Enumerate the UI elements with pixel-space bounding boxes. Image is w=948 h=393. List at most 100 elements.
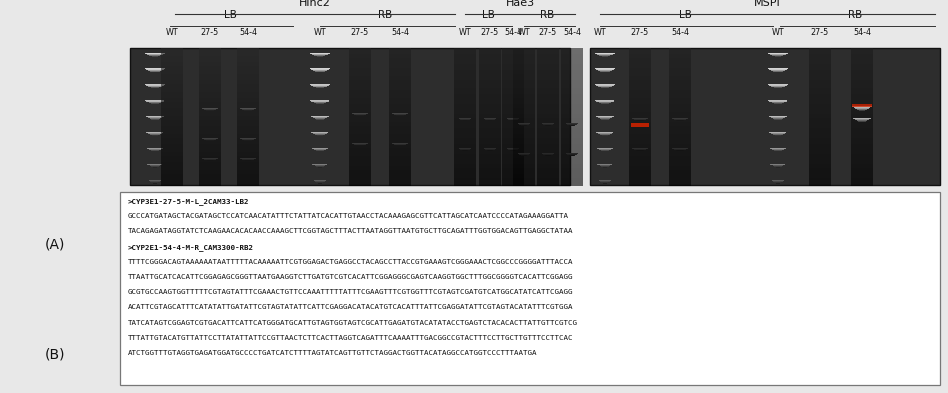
Bar	[597, 69, 613, 70]
Bar	[537, 128, 559, 130]
Bar	[199, 106, 221, 108]
Bar	[629, 136, 651, 138]
Bar	[389, 150, 411, 152]
Bar	[389, 122, 411, 124]
Bar	[502, 152, 524, 154]
Bar	[349, 60, 371, 62]
Bar	[771, 163, 786, 165]
Bar	[676, 149, 684, 150]
Bar	[161, 104, 183, 106]
Bar	[851, 156, 873, 158]
Bar	[809, 72, 831, 74]
Bar	[669, 74, 691, 76]
Bar	[389, 170, 411, 172]
Bar	[513, 114, 535, 116]
Bar	[502, 174, 524, 176]
Bar	[851, 112, 873, 114]
Bar	[809, 110, 831, 112]
Bar	[199, 100, 221, 102]
Bar	[669, 54, 691, 56]
Bar	[675, 119, 685, 120]
Bar	[600, 149, 610, 151]
Bar	[544, 124, 552, 125]
Bar	[454, 168, 476, 170]
Bar	[851, 104, 873, 106]
Bar	[677, 120, 684, 121]
Bar	[151, 118, 159, 119]
Bar	[454, 76, 476, 78]
Bar	[537, 150, 559, 152]
Bar	[502, 180, 524, 182]
Bar	[454, 70, 476, 72]
Bar	[317, 87, 323, 88]
Bar	[851, 184, 873, 186]
Bar	[672, 148, 688, 149]
Bar	[349, 138, 371, 140]
Bar	[454, 158, 476, 160]
Bar	[770, 85, 786, 86]
Bar	[561, 104, 583, 106]
Bar	[246, 160, 250, 161]
Bar	[161, 178, 183, 180]
Bar	[669, 114, 691, 116]
Bar	[502, 94, 524, 96]
Bar	[502, 142, 524, 144]
Bar	[629, 162, 651, 164]
Bar	[237, 140, 259, 142]
Bar	[313, 133, 327, 134]
Bar	[161, 132, 183, 134]
Bar	[461, 149, 469, 150]
Bar	[629, 160, 651, 162]
Bar	[809, 160, 831, 162]
Bar	[537, 162, 559, 164]
Bar	[537, 174, 559, 176]
Bar	[454, 118, 476, 120]
Bar	[349, 98, 371, 100]
Bar	[237, 120, 259, 122]
Bar	[507, 118, 519, 119]
Bar	[537, 98, 559, 100]
Bar	[311, 116, 329, 117]
Bar	[669, 86, 691, 88]
Bar	[544, 154, 552, 155]
Bar	[775, 166, 781, 167]
Bar	[151, 103, 159, 104]
Bar	[851, 52, 873, 54]
Bar	[809, 182, 831, 184]
Bar	[479, 114, 501, 116]
Bar	[561, 134, 583, 136]
Bar	[851, 108, 873, 110]
Bar	[569, 124, 575, 125]
Bar	[199, 182, 221, 184]
Bar	[595, 53, 615, 54]
Bar	[349, 152, 371, 154]
Bar	[513, 124, 535, 126]
Bar	[669, 130, 691, 132]
Bar	[537, 182, 559, 184]
Bar	[561, 110, 583, 112]
Bar	[669, 94, 691, 96]
Bar	[629, 170, 651, 172]
Bar	[851, 138, 873, 140]
Bar	[561, 102, 583, 104]
Bar	[598, 148, 612, 149]
Bar	[389, 84, 411, 86]
Bar	[601, 134, 610, 135]
Bar	[809, 180, 831, 182]
Bar	[389, 92, 411, 94]
Bar	[161, 144, 183, 146]
Bar	[561, 118, 583, 120]
Bar	[502, 48, 524, 50]
Bar	[479, 80, 501, 82]
Bar	[601, 150, 609, 151]
Bar	[199, 60, 221, 62]
Bar	[513, 138, 535, 140]
Bar	[513, 160, 535, 162]
Bar	[237, 66, 259, 68]
Bar	[851, 118, 873, 120]
Bar	[349, 156, 371, 158]
Bar	[851, 162, 873, 164]
Bar	[244, 109, 252, 110]
Bar	[502, 178, 524, 180]
Bar	[454, 150, 476, 152]
